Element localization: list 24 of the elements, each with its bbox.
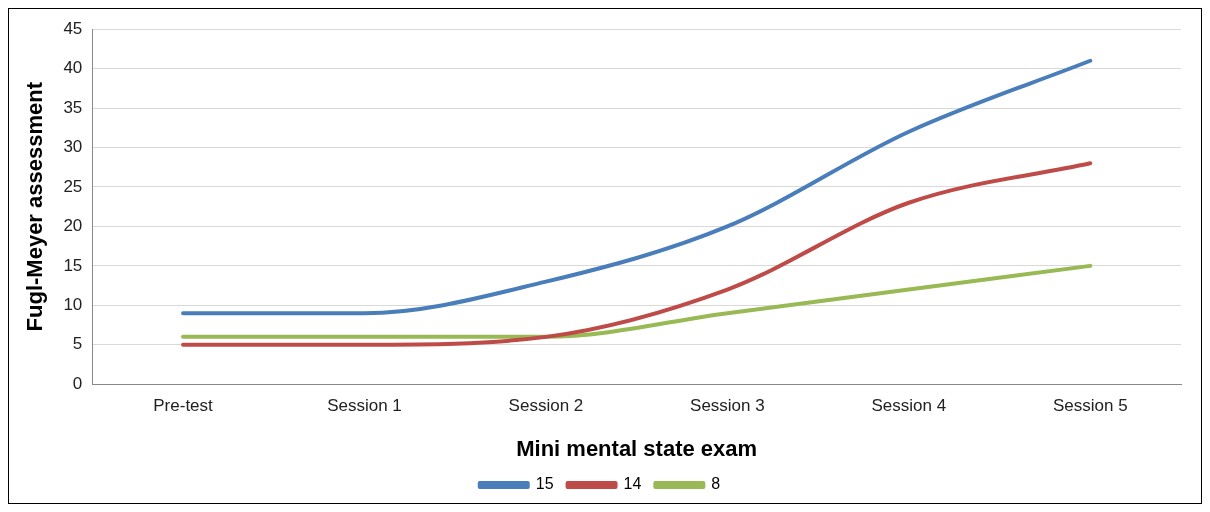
y-tick-label: 5 [72, 334, 83, 354]
y-tick-label: 35 [63, 97, 83, 117]
legend-label: 15 [535, 475, 554, 493]
x-tick-label: Session 2 [508, 396, 584, 416]
x-tick-label: Session 4 [871, 396, 947, 416]
y-tick-label: 25 [63, 176, 83, 196]
line-series [181, 263, 1093, 339]
legend-label: 14 [623, 475, 642, 493]
x-tick-label: Session 3 [690, 396, 765, 416]
y-tick-label: 10 [63, 295, 83, 314]
y-tick-label: 30 [63, 137, 83, 157]
line-series [181, 58, 1093, 316]
y-tick-label: 0 [72, 373, 83, 393]
line-series [181, 161, 1093, 347]
y-axis-title: Fugl-Meyer assessment [22, 81, 48, 332]
y-tick-label: 15 [63, 255, 83, 275]
y-tick-label: 40 [63, 58, 83, 78]
x-tick-label: Session 5 [1052, 396, 1128, 416]
y-tick-label: 45 [63, 18, 83, 38]
x-tick-label: Session 1 [327, 396, 402, 416]
legend-label: 8 [711, 475, 721, 493]
y-tick-label: 20 [63, 216, 83, 236]
x-axis-title: Mini mental state exam [516, 435, 758, 461]
x-tick-label: Pre-test [153, 396, 214, 416]
